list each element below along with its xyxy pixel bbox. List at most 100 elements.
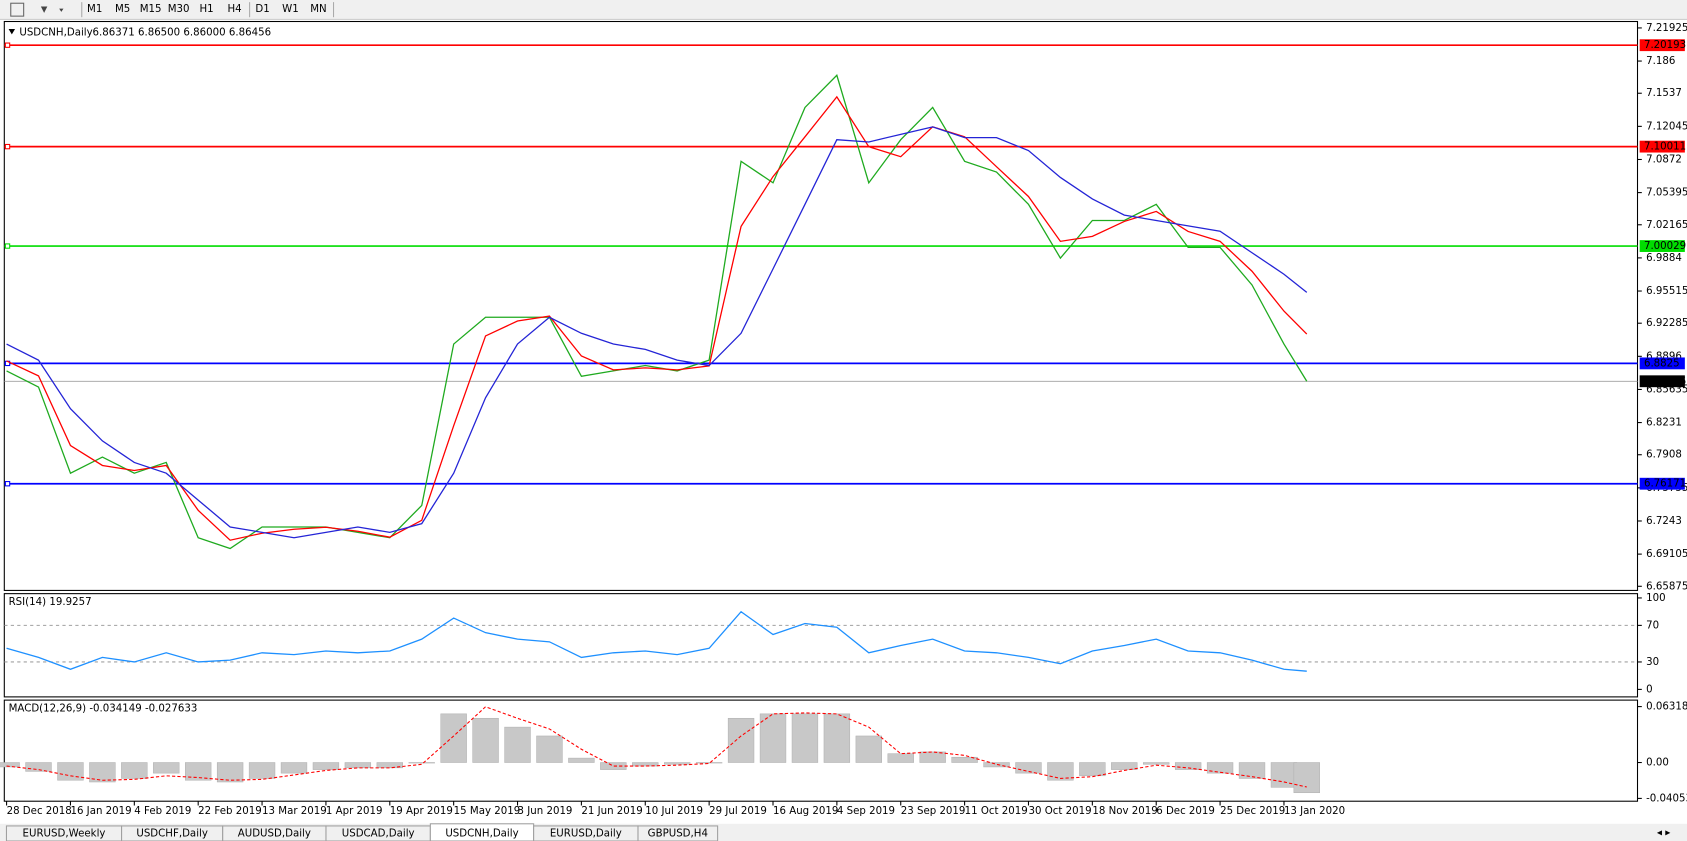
x-tick-label: 13 Mar 2019: [262, 806, 327, 817]
x-tick-label: 1 Apr 2019: [326, 806, 383, 817]
x-tick-label: 23 Sep 2019: [901, 806, 966, 817]
y-tick-label: 6.8896: [1646, 351, 1682, 362]
y-tick-label: 6.8231: [1646, 418, 1682, 429]
x-tick-label: 10 Jul 2019: [645, 806, 703, 817]
macd-bar: [1174, 762, 1202, 770]
period-button[interactable]: MN: [310, 4, 326, 15]
tab-label[interactable]: EURUSD,Daily: [550, 828, 622, 839]
y-tick-label: 7.0872: [1646, 154, 1682, 165]
ohlc-values: 6.86371 6.86500 6.86000 6.86456: [93, 27, 272, 38]
tab-label[interactable]: USDCNH,Daily: [445, 828, 518, 839]
y-tick-label: 70: [1646, 620, 1659, 631]
level-price-label: 7.20193: [1644, 40, 1686, 51]
period-button[interactable]: M1: [87, 4, 102, 15]
y-tick-label: 6.7908: [1646, 450, 1682, 461]
period-button[interactable]: M15: [140, 4, 162, 15]
period-button[interactable]: H1: [199, 4, 213, 15]
macd-bar: [1143, 762, 1170, 765]
macd-bar: [536, 735, 563, 763]
level-price-label: 7.10011: [1644, 142, 1686, 153]
tab-label[interactable]: GBPUSD,H4: [648, 828, 708, 839]
macd-bar: [248, 762, 276, 779]
x-tick-label: 28 Dec 2018: [7, 806, 72, 817]
period-button[interactable]: D1: [255, 4, 269, 15]
x-tick-label: 4 Feb 2019: [134, 806, 191, 817]
x-tick-label: 13 Jan 2020: [1284, 806, 1345, 817]
tool-dropdown-icon[interactable]: [40, 6, 64, 13]
y-tick-label: 7.1537: [1646, 88, 1682, 99]
y-tick-label: 0: [1646, 684, 1653, 695]
y-tick-label: 30: [1646, 657, 1659, 668]
macd-bar: [280, 762, 308, 774]
level-price-label: 6.8825: [1644, 358, 1680, 369]
tab-scroll-arrows[interactable]: ◂ ▸: [1657, 827, 1671, 838]
y-tick-label: 0.063184: [1646, 702, 1687, 713]
macd-bar: [983, 762, 1010, 768]
level-price-box: [1639, 477, 1685, 490]
macd-bar: [504, 726, 531, 763]
period-button[interactable]: M30: [168, 4, 190, 15]
y-tick-label: -0.040535: [1646, 793, 1687, 804]
level-price-box: [1639, 240, 1685, 252]
macd-bar: [823, 713, 851, 763]
macd-bar: [376, 762, 403, 769]
macd-bar: [440, 713, 467, 763]
y-tick-label: 6.69105: [1646, 549, 1687, 560]
y-tick-label: 7.05395: [1646, 188, 1687, 199]
collapse-arrow[interactable]: [8, 29, 16, 35]
tab-label[interactable]: USDCAD,Daily: [342, 828, 415, 839]
macd-bar: [408, 762, 435, 764]
macd-bar: [791, 713, 819, 763]
level-anchor: [4, 143, 11, 150]
x-tick-label: 6 Dec 2019: [1156, 806, 1215, 817]
y-tick-label: 7.02165: [1646, 220, 1687, 231]
tab-label[interactable]: USDCHF,Daily: [136, 828, 208, 839]
macd-bar: [0, 762, 20, 768]
y-tick-label: 7.186: [1646, 56, 1675, 67]
text-tool-icon[interactable]: [10, 2, 25, 17]
macd-bar: [887, 753, 914, 763]
macd-bar: [727, 717, 755, 763]
level-anchor: [4, 42, 11, 48]
macd-bar: [1238, 762, 1266, 779]
macd-panel: [3, 699, 1639, 802]
indicator-label: RSI(14) 19.9257: [9, 597, 92, 608]
tab-label[interactable]: AUDUSD,Daily: [238, 828, 311, 839]
macd-bar: [344, 762, 372, 769]
rsi-panel: [3, 593, 1639, 698]
y-tick-label: 6.9884: [1646, 253, 1682, 264]
y-tick-label: 6.7243: [1646, 516, 1682, 527]
level-anchor: [4, 481, 11, 487]
symbol-title: USDCNH,Daily: [19, 27, 92, 38]
macd-bar: [1206, 762, 1234, 774]
period-button[interactable]: M5: [115, 4, 130, 15]
period-button[interactable]: H4: [227, 4, 241, 15]
indicator-label: MACD(12,26,9) -0.034149 -0.027633: [9, 704, 198, 715]
x-tick-label: 18 Nov 2019: [1092, 806, 1157, 817]
macd-bar: [472, 717, 499, 763]
y-tick-label: 7.12045: [1646, 121, 1687, 132]
tab[interactable]: [637, 825, 719, 841]
level-price-box: [1639, 357, 1685, 370]
x-tick-label: 3 Jun 2019: [518, 806, 573, 817]
level-price-box: [1639, 39, 1685, 52]
current-price-box: [1639, 375, 1685, 388]
x-tick-label: 29 Jul 2019: [709, 806, 767, 817]
macd-bar: [664, 762, 691, 765]
period-button[interactable]: W1: [282, 4, 299, 15]
macd-bar: [153, 762, 180, 774]
macd-bar: [1047, 762, 1074, 781]
tab-label[interactable]: EURUSD,Weekly: [23, 828, 106, 839]
level-price-box: [1639, 140, 1685, 153]
toolbar: [0, 0, 1687, 20]
series-line: [6, 610, 1307, 672]
signal-line: [6, 706, 1307, 788]
x-tick-label: 21 Jun 2019: [581, 806, 642, 817]
x-tick-label: 4 Sep 2019: [837, 806, 895, 817]
series-line: [6, 95, 1308, 541]
x-tick-label: 16 Jan 2019: [70, 806, 131, 817]
y-tick-label: 7.21925: [1646, 23, 1687, 34]
macd-bar: [57, 762, 84, 781]
level-price-label: 7.00029: [1644, 241, 1686, 252]
